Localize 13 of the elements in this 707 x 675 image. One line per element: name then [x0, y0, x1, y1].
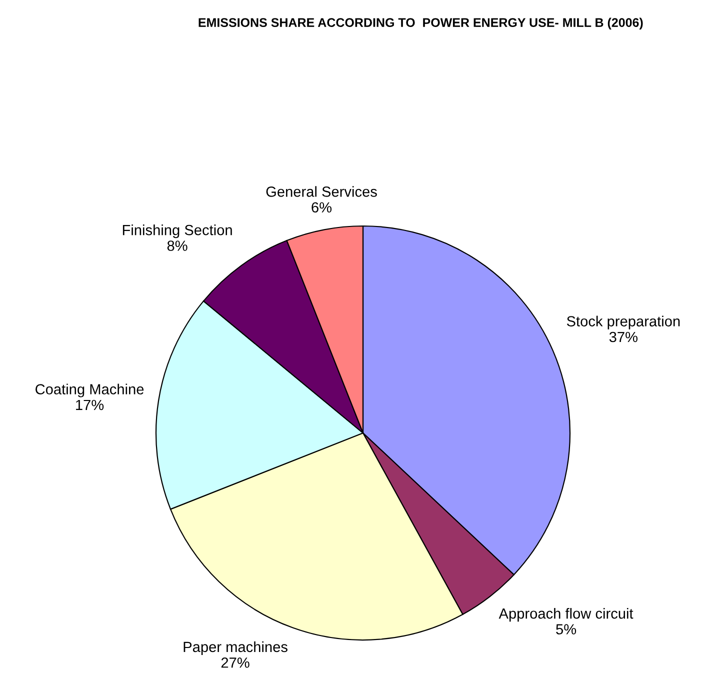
slice-label: Coating Machine: [36, 384, 144, 398]
data-label: 8%: [167, 240, 188, 251]
slice-label: Stock preparation: [566, 316, 680, 330]
data-label: 37%: [609, 332, 638, 342]
chart-title: EMISSIONS SHARE ACCORDING TO POWER ENERGY USE- MILL B (2006): [198, 18, 643, 30]
data-label: 5%: [556, 624, 576, 634]
data-label: 6%: [312, 202, 332, 213]
data-label: 17%: [76, 400, 104, 410]
data-label: 27%: [221, 657, 250, 668]
slice-label: General Services: [266, 186, 377, 197]
slice-label: Paper machines: [184, 641, 288, 655]
slice-label: Approach flow circuit: [498, 608, 634, 622]
slice-label: Finishing Section: [122, 224, 232, 238]
